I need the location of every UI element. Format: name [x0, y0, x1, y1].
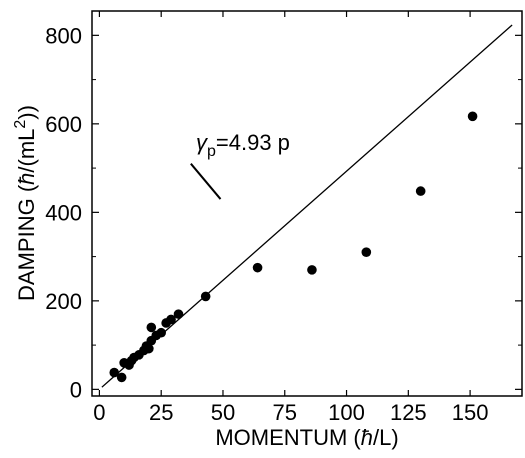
y-tick-label: 0	[70, 377, 82, 402]
x-tick-label: 125	[390, 400, 427, 425]
y-axis-title-end: ))	[14, 105, 39, 120]
x-axis-title-rest: /L)	[373, 425, 399, 450]
plot-frame	[91, 10, 523, 397]
annotation-pointer-line	[190, 163, 222, 200]
y-tick-label: 800	[45, 23, 82, 48]
x-axis-title-hbar: ħ	[361, 425, 373, 450]
x-tick-label: 25	[149, 400, 173, 425]
fit-annotation: γp=4.93 p	[196, 130, 290, 160]
data-point	[173, 309, 184, 319]
data-point	[116, 372, 127, 383]
data-point	[252, 262, 263, 273]
x-tick-label: 50	[211, 400, 235, 425]
x-axis-title-main: MOMENTUM (	[215, 425, 361, 450]
annotation-formula: =4.93 p	[216, 130, 290, 155]
x-tick-label: 100	[328, 400, 365, 425]
x-tick-label: 150	[452, 400, 489, 425]
data-point	[307, 265, 317, 275]
x-tick-label: 75	[273, 400, 297, 425]
axis-tick-labels: 0 25 50 75 100 125 150 0 200 400 600 800	[45, 23, 488, 425]
data-point	[361, 247, 372, 257]
annotation-symbol: γ	[196, 130, 209, 155]
data-point	[156, 327, 166, 338]
axis-ticks	[92, 11, 522, 396]
data-point	[166, 314, 176, 325]
data-point	[467, 111, 478, 122]
fit-line	[101, 24, 513, 388]
data-point	[415, 186, 426, 196]
x-tick-label: 0	[93, 400, 105, 425]
annotation-subscript: p	[207, 143, 216, 160]
data-point	[144, 343, 154, 354]
y-axis-title-hbar: ħ	[14, 173, 39, 185]
data-point	[146, 322, 157, 333]
y-tick-label: 600	[45, 112, 82, 137]
data-points	[109, 111, 478, 383]
y-axis-title-rest: /(mL	[14, 129, 39, 173]
y-axis-title-sup: 2	[12, 120, 29, 129]
y-tick-label: 400	[45, 200, 82, 225]
y-axis-title-main: DAMPING (	[14, 184, 39, 301]
y-axis-title: DAMPING (ħ/(mL2))	[12, 105, 39, 301]
x-axis-title: MOMENTUM (ħ/L)	[215, 425, 398, 450]
data-point	[109, 367, 120, 378]
y-tick-label: 200	[45, 289, 82, 314]
data-point	[200, 291, 211, 302]
